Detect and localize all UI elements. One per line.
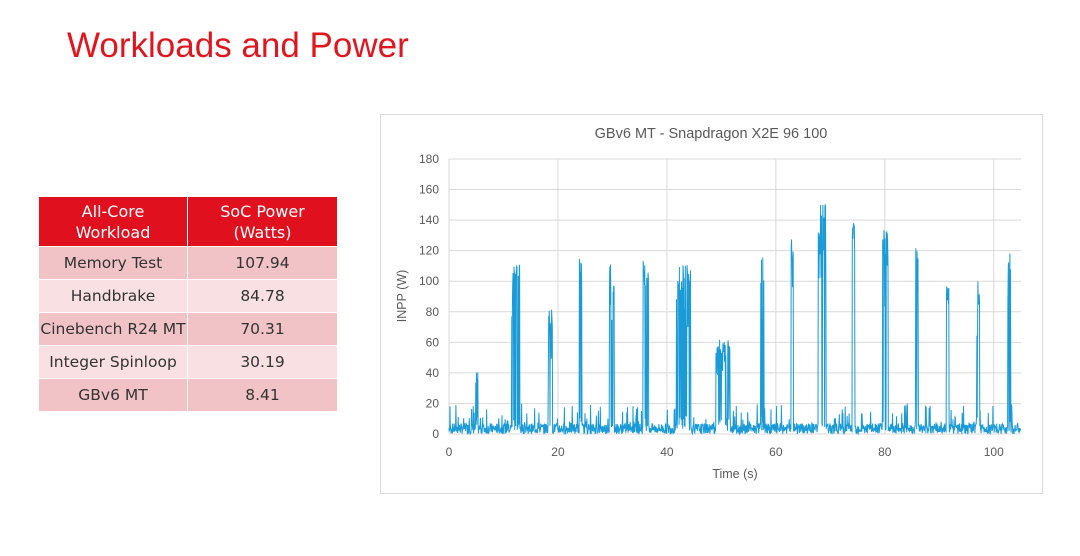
power-cell: 84.78 [187,279,338,313]
workload-cell: Integer Spinloop [38,345,188,379]
y-tick-label: 20 [426,396,440,410]
table-row: Memory Test 107.94 [38,246,338,280]
y-tick-label: 180 [419,152,439,166]
y-tick-label: 140 [419,213,439,227]
y-tick-label: 80 [426,305,440,319]
table-row: Handbrake 84.78 [38,279,338,313]
power-cell: 8.41 [187,378,338,412]
y-tick-label: 160 [419,183,439,197]
y-tick-label: 120 [419,244,439,258]
series-line [448,204,1022,436]
header-soc-power: SoC Power (Watts) [187,196,338,247]
chart-grid [448,158,1021,435]
power-table: All-Core Workload SoC Power (Watts) Memory… [38,196,338,412]
table-row: Cinebench R24 MT 70.31 [38,312,338,346]
power-cell: 107.94 [187,246,338,280]
y-axis-ticks: 0 20 40 60 80 100 120 140 160 180 [419,152,439,441]
power-cell: 30.19 [187,345,338,379]
x-axis-ticks: 0 20 40 60 80 100 [446,445,1004,459]
chart-title: GBv6 MT - Snapdragon X2E 96 100 [595,126,828,142]
power-chart: GBv6 MT - Snapdragon X2E 96 100 0 20 40 60 8… [395,126,1022,481]
table-header-row: All-Core Workload SoC Power (Watts) [38,196,338,247]
x-tick-label: 40 [660,445,674,459]
page-title: Workloads and Power [67,26,409,65]
chart-container: GBv6 MT - Snapdragon X2E 96 100 0 20 40 60 8… [380,114,1043,494]
y-tick-label: 40 [426,366,440,380]
y-axis-label: INPP (W) [395,270,409,323]
workload-cell: Memory Test [38,246,188,280]
x-tick-label: 20 [551,445,565,459]
y-tick-label: 100 [419,274,439,288]
x-tick-label: 80 [878,445,892,459]
table-row: Integer Spinloop 30.19 [38,345,338,379]
workload-cell: GBv6 MT [38,378,188,412]
workload-cell: Cinebench R24 MT [38,312,188,346]
x-tick-label: 100 [984,445,1004,459]
x-tick-label: 60 [769,445,783,459]
header-workload: All-Core Workload [38,196,188,247]
power-cell: 70.31 [187,312,338,346]
workload-cell: Handbrake [38,279,188,313]
y-tick-label: 0 [432,427,439,441]
x-axis-label: Time (s) [712,467,757,481]
x-tick-label: 0 [446,445,453,459]
y-tick-label: 60 [426,335,440,349]
table-row: GBv6 MT 8.41 [38,378,338,412]
